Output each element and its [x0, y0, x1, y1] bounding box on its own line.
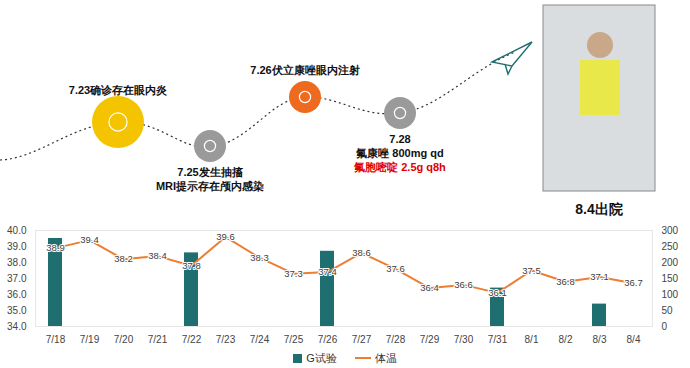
svg-text:7/28: 7/28 — [386, 334, 406, 345]
svg-text:36.7: 36.7 — [624, 277, 643, 288]
svg-text:7/19: 7/19 — [80, 334, 100, 345]
svg-text:36.4: 36.4 — [420, 282, 439, 293]
svg-text:39.4: 39.4 — [80, 234, 99, 245]
svg-text:7/23: 7/23 — [216, 334, 236, 345]
svg-text:7/18: 7/18 — [46, 334, 66, 345]
svg-text:7/30: 7/30 — [454, 334, 474, 345]
html-text:体温: 体温 — [374, 351, 397, 364]
svg-text:氟胞嘧啶 2.5g q8h: 氟胞嘧啶 2.5g q8h — [353, 161, 446, 173]
svg-text:38.0: 38.0 — [7, 257, 27, 268]
svg-text:8.4出院: 8.4出院 — [575, 201, 622, 217]
svg-text:37.8: 37.8 — [182, 260, 201, 271]
svg-text:7/26: 7/26 — [318, 334, 338, 345]
svg-text:7/20: 7/20 — [114, 334, 134, 345]
svg-text:50: 50 — [662, 305, 674, 316]
svg-text:7/22: 7/22 — [182, 334, 202, 345]
svg-text:38.3: 38.3 — [250, 252, 269, 263]
svg-text:40.0: 40.0 — [7, 225, 27, 236]
svg-text:37.5: 37.5 — [522, 265, 541, 276]
svg-text:38.6: 38.6 — [352, 247, 371, 258]
svg-text:7/29: 7/29 — [420, 334, 440, 345]
svg-text:0: 0 — [662, 321, 668, 332]
svg-text:150: 150 — [662, 273, 679, 284]
svg-text:37.3: 37.3 — [284, 268, 303, 279]
svg-text:100: 100 — [662, 289, 679, 300]
svg-text:7.25发生抽搐: 7.25发生抽搐 — [177, 166, 242, 178]
svg-text:35.0: 35.0 — [7, 305, 27, 316]
svg-text:38.4: 38.4 — [148, 250, 167, 261]
svg-text:34.0: 34.0 — [7, 321, 27, 332]
svg-text:37.1: 37.1 — [590, 271, 609, 282]
svg-text:300: 300 — [662, 225, 679, 236]
svg-text:7.28: 7.28 — [389, 133, 410, 145]
svg-text:7/31: 7/31 — [488, 334, 508, 345]
svg-text:39.6: 39.6 — [216, 231, 235, 242]
svg-text:37.4: 37.4 — [318, 266, 337, 277]
svg-text:36.8: 36.8 — [556, 276, 575, 287]
svg-text:8/3: 8/3 — [593, 334, 607, 345]
svg-text:36.1: 36.1 — [488, 287, 507, 298]
svg-text:38.2: 38.2 — [114, 253, 133, 264]
svg-text:36.6: 36.6 — [454, 279, 473, 290]
svg-text:8/1: 8/1 — [525, 334, 539, 345]
svg-text:7/24: 7/24 — [250, 334, 270, 345]
svg-text:7/25: 7/25 — [284, 334, 304, 345]
svg-text:200: 200 — [662, 257, 679, 268]
svg-text:7.26伏立康唑眼内注射: 7.26伏立康唑眼内注射 — [250, 64, 359, 76]
svg-text:MRI提示存在颅内感染: MRI提示存在颅内感染 — [156, 180, 264, 192]
svg-text:8/2: 8/2 — [559, 334, 573, 345]
svg-text:7/27: 7/27 — [352, 334, 372, 345]
svg-text:39.0: 39.0 — [7, 241, 27, 252]
svg-text:7.23确诊存在眼内炎: 7.23确诊存在眼内炎 — [69, 84, 168, 96]
html-text:G试验: G试验 — [306, 351, 337, 364]
svg-text:38.9: 38.9 — [46, 242, 65, 253]
svg-text:36.0: 36.0 — [7, 289, 27, 300]
svg-text:8/4: 8/4 — [627, 334, 641, 345]
svg-text:氟康唑 800mg qd: 氟康唑 800mg qd — [355, 147, 443, 159]
svg-text:37.6: 37.6 — [386, 263, 405, 274]
svg-text:37.0: 37.0 — [7, 273, 27, 284]
svg-text:7/21: 7/21 — [148, 334, 168, 345]
svg-text:250: 250 — [662, 241, 679, 252]
